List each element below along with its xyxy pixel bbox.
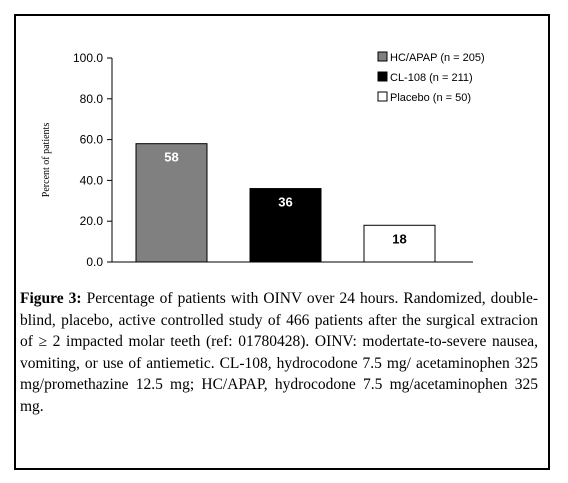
y-tick-label: 20.0: [80, 214, 104, 228]
bars: 58 36 18: [135, 143, 436, 263]
y-tick-label: 80.0: [80, 92, 104, 106]
caption-text: Percentage of patients with OINV over 24…: [20, 290, 538, 415]
bar-data-label: 36: [278, 195, 292, 210]
bar-data-label: 58: [164, 150, 178, 165]
y-tick-label: 60.0: [80, 133, 104, 147]
bar-data-label: 18: [392, 231, 406, 246]
bar: [135, 143, 208, 263]
legend: HC/APAP (n = 205) CL-108 (n = 211) Placebo…: [377, 51, 485, 104]
legend-entry: CL-108 (n = 211): [390, 72, 473, 84]
y-tick-label: 40.0: [80, 173, 104, 187]
bar: [363, 224, 436, 263]
legend-swatch: [377, 71, 388, 82]
bar: [249, 188, 322, 263]
y-tick-label: 100.0: [73, 51, 103, 65]
caption-label: Figure 3:: [20, 290, 82, 307]
legend-entry: Placebo (n = 50): [390, 92, 471, 104]
bar-chart: 0.0 20.0 40.0 60.0 80.0 100.0 58 36 18 HC/APAP …: [41, 51, 485, 269]
figure-caption: Figure 3: Percentage of patients with OI…: [20, 288, 538, 417]
y-axis-label: Percent of patients: [41, 123, 52, 198]
legend-swatch: [377, 91, 388, 102]
legend-swatch: [377, 51, 388, 62]
y-tick-label: 0.0: [86, 255, 103, 269]
legend-entry: HC/APAP (n = 205): [390, 52, 485, 64]
